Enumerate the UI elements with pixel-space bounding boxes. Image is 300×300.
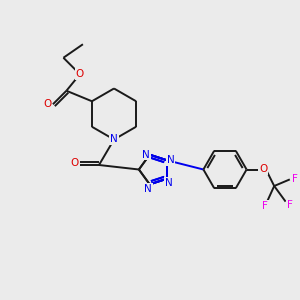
Text: F: F xyxy=(292,174,298,184)
Text: N: N xyxy=(144,184,152,194)
Text: N: N xyxy=(165,178,172,188)
Text: F: F xyxy=(262,201,268,211)
Text: N: N xyxy=(167,155,175,165)
Text: O: O xyxy=(76,69,84,79)
Text: O: O xyxy=(70,158,78,169)
Text: N: N xyxy=(142,150,150,160)
Text: N: N xyxy=(110,134,118,145)
Text: F: F xyxy=(286,200,292,210)
Text: O: O xyxy=(259,164,267,175)
Text: O: O xyxy=(44,99,52,109)
